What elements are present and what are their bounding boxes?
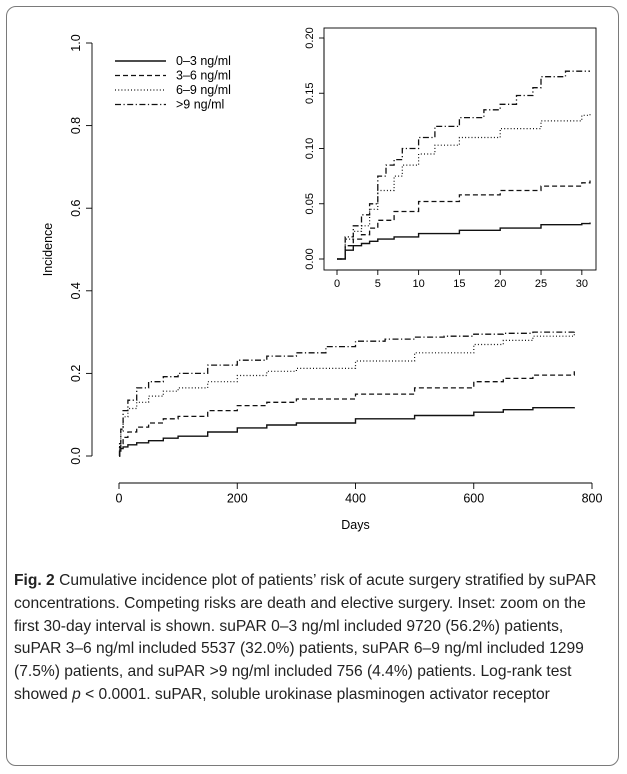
main-y-tick-label: 0.2 bbox=[69, 365, 83, 382]
caption-text: Cumulative incidence plot of patients’ r… bbox=[14, 572, 597, 703]
inset-y-tick-label: 0.20 bbox=[304, 27, 316, 48]
figure-caption: Fig. 2 Cumulative incidence plot of pati… bbox=[14, 570, 614, 707]
inset-plot: 0 5 10 15 20 25 30 0.00 0.05 0.10 0.15 0.20 bbox=[304, 27, 597, 290]
cumulative-incidence-chart: 0 200 400 600 8000.00.20.40.60.81.0DaysIncid… bbox=[41, 27, 602, 532]
figure-frame bbox=[6, 6, 619, 766]
main-series-line-1 bbox=[118, 407, 575, 457]
main-x-tick-label: 0 bbox=[116, 492, 123, 506]
main-y-tick-label: 0.6 bbox=[69, 199, 83, 216]
legend-label-2: 3–6 ng/ml bbox=[176, 69, 231, 83]
inset-y-tick-label: 0.15 bbox=[304, 83, 316, 104]
main-series-line-2 bbox=[118, 371, 575, 457]
inset-series-line-1 bbox=[337, 222, 591, 260]
inset-x-tick-label: 10 bbox=[412, 278, 424, 290]
inset-x-tick-label: 15 bbox=[453, 278, 465, 290]
legend-label-4: >9 ng/ml bbox=[176, 98, 224, 112]
inset-series-line-2 bbox=[337, 180, 591, 260]
chart-legend: 0–3 ng/ml3–6 ng/ml6–9 ng/ml>9 ng/ml bbox=[115, 54, 231, 112]
inset-y-tick-label: 0.10 bbox=[304, 138, 316, 159]
main-x-tick-label: 800 bbox=[582, 492, 603, 506]
inset-x-tick-label: 20 bbox=[494, 278, 506, 290]
main-y-tick-label: 0.8 bbox=[69, 117, 83, 134]
inset-y-tick-label: 0.05 bbox=[304, 193, 316, 214]
legend-label-3: 6–9 ng/ml bbox=[176, 83, 231, 97]
caption-text-end: < 0.0001. suPAR, soluble urokinase plasm… bbox=[80, 685, 550, 703]
main-y-tick-label: 1.0 bbox=[69, 34, 83, 51]
main-series-line-3 bbox=[119, 334, 575, 457]
inset-x-tick-label: 5 bbox=[375, 278, 381, 290]
main-series-line-4 bbox=[118, 331, 575, 457]
caption-p-symbol: p bbox=[72, 685, 81, 703]
inset-x-tick-label: 25 bbox=[535, 278, 547, 290]
main-x-tick-label: 200 bbox=[227, 492, 248, 506]
main-x-tick-label: 400 bbox=[345, 492, 366, 506]
main-x-tick-label: 600 bbox=[463, 492, 484, 506]
main-y-axis-label: Incidence bbox=[41, 223, 55, 277]
inset-x-tick-label: 30 bbox=[576, 278, 588, 290]
inset-y-tick-label: 0.00 bbox=[304, 248, 316, 269]
inset-series-line-4 bbox=[337, 70, 590, 260]
main-y-tick-label: 0.0 bbox=[69, 447, 83, 464]
inset-x-tick-label: 0 bbox=[334, 278, 340, 290]
inset-series-line-3 bbox=[337, 113, 591, 260]
figure-label: Fig. 2 bbox=[14, 572, 55, 589]
main-x-axis-label: Days bbox=[341, 518, 369, 532]
main-plot: 0 200 400 600 8000.00.20.40.60.81.0DaysIncid… bbox=[41, 34, 602, 532]
main-y-tick-label: 0.4 bbox=[69, 282, 83, 299]
legend-label-1: 0–3 ng/ml bbox=[176, 54, 231, 68]
